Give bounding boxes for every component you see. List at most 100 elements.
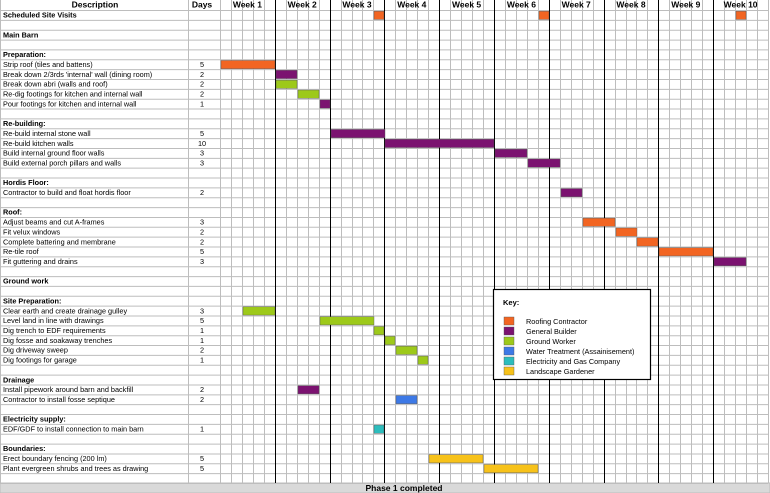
row-heading: Re-building: [3, 119, 46, 128]
gantt-bar-builder [330, 129, 386, 138]
legend-label: Landscape Gardener [526, 367, 595, 376]
gantt-bar-builder [384, 139, 495, 148]
legend-label: Water Treatment (Assainisement) [526, 347, 634, 356]
task-label: EDF/GDF to install connection to main ba… [3, 425, 144, 434]
task-days: 2 [200, 227, 204, 236]
header-week-9: Week 9 [671, 0, 700, 10]
gantt-bar-roofing [658, 247, 714, 257]
task-days: 5 [200, 454, 204, 463]
task-days: 1 [200, 356, 204, 365]
legend-swatch-water [503, 346, 515, 356]
task-days: 3 [200, 158, 204, 167]
row-heading: Electricity supply: [3, 415, 66, 424]
legend-label: Roofing Contractor [526, 317, 588, 326]
header-week-3: Week 3 [342, 0, 371, 10]
gantt-bar-ground [275, 79, 298, 89]
task-days: 3 [200, 257, 204, 266]
legend-swatch-ground [503, 336, 515, 346]
task-days: 3 [200, 218, 204, 227]
gantt-bar-builder [319, 99, 331, 109]
task-label: Re-dig footings for kitchen and internal… [3, 89, 143, 98]
gantt-bar-builder [713, 257, 747, 267]
header-description: Description [72, 0, 119, 10]
task-days: 5 [200, 129, 204, 138]
task-label: Strip roof (tiles and battens) [3, 60, 93, 69]
task-label: Level land in line with drawings [3, 316, 104, 325]
legend-swatch-builder [503, 326, 515, 336]
task-label: Complete battering and membrane [3, 237, 116, 246]
task-days: 10 [198, 139, 206, 148]
task-days: 2 [200, 346, 204, 355]
header-week-1: Week 1 [233, 0, 262, 10]
row-heading: Hordis Floor: [3, 178, 49, 187]
task-label: Clear earth and create drainage gulley [3, 306, 127, 315]
row-heading: Scheduled Site Visits [3, 11, 77, 20]
task-days: 3 [200, 149, 204, 158]
task-label: Re-tile roof [3, 247, 40, 256]
header-week-6: Week 6 [507, 0, 536, 10]
task-label: Build internal ground floor walls [3, 149, 105, 158]
task-label: Dig driveway sweep [3, 346, 68, 355]
gantt-bar-roofing [220, 60, 276, 69]
header-week-7: Week 7 [562, 0, 591, 10]
gantt-bar-ground [297, 89, 320, 99]
gantt-bar-ground [373, 326, 385, 335]
gantt-bar-roofing [735, 10, 747, 20]
legend-title: Key: [503, 298, 519, 307]
task-label: Erect boundary fencing (200 lm) [3, 454, 107, 463]
gantt-bar-ground [319, 316, 375, 326]
task-days: 1 [200, 336, 204, 345]
gantt-bar-electric [373, 424, 385, 434]
task-days: 3 [200, 306, 204, 315]
gantt-bar-builder [275, 70, 298, 79]
task-days: 2 [200, 70, 204, 79]
task-label: Dig footings for garage [3, 356, 77, 365]
task-label: Contractor to install fosse septique [3, 395, 115, 404]
task-days: 2 [200, 385, 204, 394]
task-label: Build external porch pillars and walls [3, 158, 121, 167]
task-label: Adjust beams and cut A-frames [3, 218, 105, 227]
row-heading: Preparation: [3, 50, 46, 59]
task-days: 5 [200, 247, 204, 256]
task-label: Break down abri (walls and roof) [3, 80, 108, 89]
header-week-4: Week 4 [397, 0, 426, 10]
task-days: 1 [200, 326, 204, 335]
legend-label: Ground Worker [526, 337, 576, 346]
task-label: Dig fosse and soakaway trenches [3, 336, 112, 345]
gantt-bar-roofing [538, 10, 550, 20]
row-heading: Drainage [3, 375, 34, 384]
task-days: 2 [200, 188, 204, 197]
row-heading: Roof: [3, 208, 22, 217]
header-week-10: Week 10 [724, 0, 758, 10]
row-heading: Site Preparation: [3, 296, 61, 305]
task-label: Fit guttering and drains [3, 257, 78, 266]
header-week-2: Week 2 [288, 0, 317, 10]
row-heading: Main Barn [3, 30, 38, 39]
footer-label: Phase 1 completed [365, 483, 442, 493]
gantt-bar-ground [395, 346, 418, 355]
gantt-bar-landscape [483, 464, 539, 473]
gantt-bar-builder [560, 188, 583, 198]
task-days: 2 [200, 80, 204, 89]
legend-swatch-roofing [503, 316, 515, 326]
header-week-8: Week 8 [616, 0, 645, 10]
row-heading: Boundaries: [3, 444, 46, 453]
gantt-bar-roofing [582, 217, 616, 227]
task-label: Dig trench to EDF requirements [3, 326, 106, 335]
gantt-bar-builder [297, 385, 320, 395]
gantt-bar-roofing [636, 237, 659, 247]
legend-swatch-electric [503, 356, 515, 366]
task-days: 2 [200, 89, 204, 98]
gantt-bar-roofing [615, 227, 638, 237]
task-days: 1 [200, 425, 204, 434]
task-days: 5 [200, 60, 204, 69]
task-days: 1 [200, 99, 204, 108]
gantt-bar-ground [417, 355, 429, 365]
task-days: 5 [200, 464, 204, 473]
gantt-bar-landscape [428, 454, 484, 464]
legend-label: General Builder [526, 327, 577, 336]
gantt-bar-roofing [373, 10, 385, 20]
header-week-5: Week 5 [452, 0, 481, 10]
task-days: 2 [200, 237, 204, 246]
